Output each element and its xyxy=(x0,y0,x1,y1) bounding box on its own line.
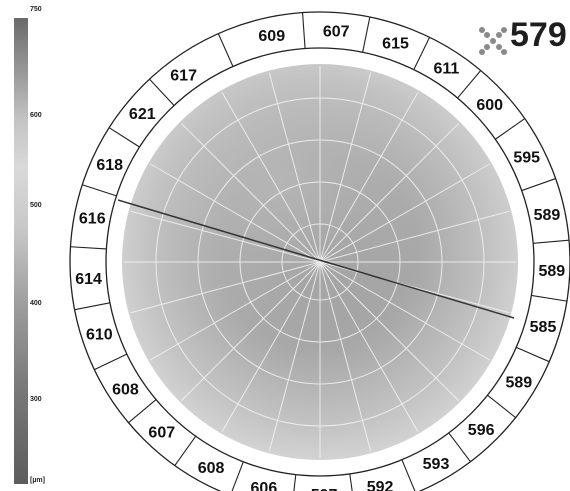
ring-reading: 621 xyxy=(129,106,156,123)
ring-divider xyxy=(70,246,107,250)
grid-spoke xyxy=(130,210,321,263)
ring-reading: 592 xyxy=(367,479,394,491)
grid-spoke xyxy=(268,261,321,452)
ring-reading: 589 xyxy=(539,263,566,280)
grid-spoke xyxy=(319,261,372,452)
grid-spoke xyxy=(221,92,321,263)
ring-reading: 608 xyxy=(198,460,225,477)
ring-reading: 610 xyxy=(86,327,113,344)
grid-spoke xyxy=(181,123,321,263)
ring-divider xyxy=(494,118,526,140)
grid-spoke xyxy=(150,163,321,263)
ring-divider xyxy=(231,461,244,491)
ring-reading: 589 xyxy=(534,207,561,224)
ring-reading: 595 xyxy=(513,150,540,167)
grid-spoke xyxy=(319,261,510,314)
ring-reading: 614 xyxy=(75,271,102,288)
ring-divider xyxy=(457,70,482,99)
ring-divider xyxy=(302,12,306,49)
ring-reading: 618 xyxy=(96,157,123,174)
outer-ring xyxy=(69,11,570,491)
ring-dividers xyxy=(70,12,570,491)
brand-x-icon xyxy=(479,27,507,55)
grid-spoke xyxy=(319,92,419,263)
scale-unit-label: [µm] xyxy=(30,477,45,484)
ring-divider xyxy=(217,33,234,67)
ring-divider xyxy=(108,127,140,148)
ring-reading: 597 xyxy=(311,487,338,491)
ring-reading: 589 xyxy=(506,374,533,391)
ring-readings: 609 607 615 611 600 595 589 589 585 589 596 593 592 5… xyxy=(75,24,565,491)
axis-line xyxy=(117,199,515,319)
grid-spoke xyxy=(319,210,510,263)
polar-grid xyxy=(124,66,516,458)
ring-divider xyxy=(174,435,197,466)
ring-divider xyxy=(531,294,568,302)
grid-spoke xyxy=(319,261,490,361)
grid-spoke xyxy=(319,123,459,263)
ring-divider xyxy=(362,16,371,53)
ring-reading: 585 xyxy=(530,319,557,336)
ring-reading: 616 xyxy=(79,211,106,228)
scale-label-600: 600 xyxy=(30,112,42,119)
ring-divider xyxy=(94,353,128,371)
grid-spoke xyxy=(150,261,321,361)
ring-divider xyxy=(401,459,416,491)
ring-reading: 596 xyxy=(468,422,495,439)
color-scale-bar xyxy=(14,18,28,484)
grid-spoke xyxy=(221,261,321,432)
ring-divider xyxy=(487,394,516,419)
ring-reading: 607 xyxy=(148,425,175,442)
inner-ring xyxy=(105,47,535,477)
brand-number: 579 xyxy=(510,16,567,54)
ring-reading: 615 xyxy=(382,36,409,53)
ring-reading: 593 xyxy=(423,456,450,473)
grid-spoke xyxy=(319,72,372,263)
ring-reading: 606 xyxy=(251,480,278,491)
ring-reading: 608 xyxy=(112,381,139,398)
ring-divider xyxy=(149,78,175,106)
grid-spoke xyxy=(181,261,321,401)
scale-label-300: 300 xyxy=(30,396,42,403)
ring-divider xyxy=(533,239,570,244)
ring-divider xyxy=(521,178,556,192)
ring-divider xyxy=(82,184,117,197)
ring-reading: 607 xyxy=(323,24,350,41)
grid-spoke xyxy=(319,261,459,401)
scale-label-750: 750 xyxy=(30,6,42,13)
ring-divider xyxy=(516,346,550,363)
grid-spoke xyxy=(319,163,490,263)
ring-divider xyxy=(128,399,157,424)
ring-divider xyxy=(293,474,297,491)
scale-label-500: 500 xyxy=(30,202,42,209)
ring-divider xyxy=(349,473,353,491)
ring-reading: 609 xyxy=(258,28,285,45)
ring-reading: 600 xyxy=(476,97,503,114)
scale-label-400: 400 xyxy=(30,300,42,307)
grid-spoke xyxy=(319,261,419,432)
ring-reading: 617 xyxy=(170,67,197,84)
ring-divider xyxy=(448,432,471,462)
grid-spoke xyxy=(268,72,321,263)
grid-spoke xyxy=(130,261,321,314)
ring-reading: 611 xyxy=(433,60,459,77)
ring-divider xyxy=(74,302,111,311)
ring-divider xyxy=(413,37,431,70)
